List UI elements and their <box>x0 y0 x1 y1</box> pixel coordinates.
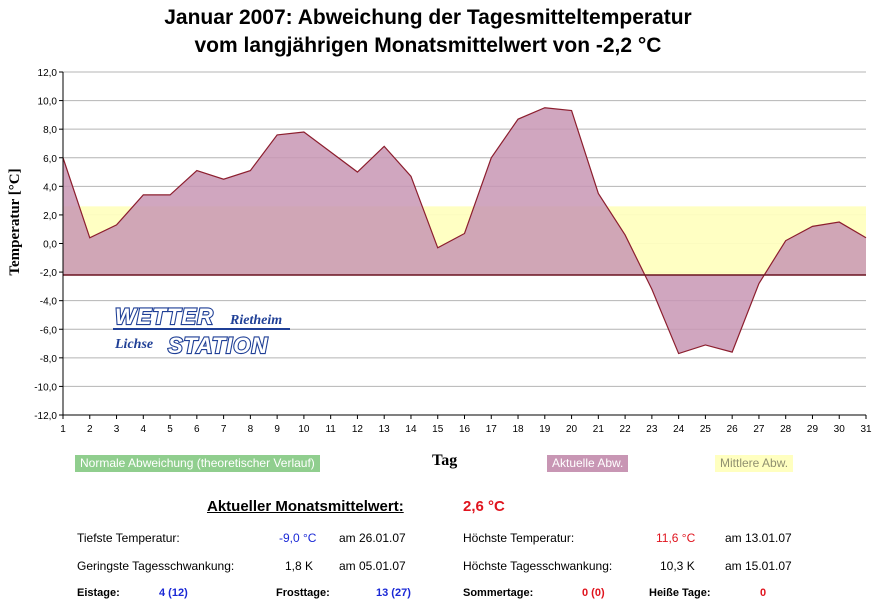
x-tick-label: 5 <box>167 424 173 435</box>
min-range-label: Geringste Tagesschwankung: <box>77 559 235 573</box>
deviation-chart: Januar 2007: Abweichung der Tagesmittelt… <box>7 6 872 435</box>
logo-station: STATION <box>168 333 268 358</box>
x-tick-label: 10 <box>298 424 310 435</box>
y-tick-label: 0,0 <box>43 240 57 251</box>
sommertage-label: Sommertage: <box>463 587 534 599</box>
x-tick-label: 21 <box>593 424 605 435</box>
x-tick-label: 25 <box>700 424 712 435</box>
x-tick-label: 4 <box>141 424 147 435</box>
max-range-value: 10,3 K <box>660 559 695 573</box>
x-tick-label: 3 <box>114 424 120 435</box>
y-tick-label: 4,0 <box>43 182 57 193</box>
x-tick-label: 31 <box>860 424 872 435</box>
x-tick-label: 7 <box>221 424 227 435</box>
y-tick-label: 10,0 <box>38 97 58 108</box>
x-tick-label: 16 <box>459 424 471 435</box>
y-tick-label: -8,0 <box>40 354 58 365</box>
y-tick-label: 6,0 <box>43 154 57 165</box>
legend-normal: Normale Abweichung (theoretischer Verlau… <box>75 455 320 472</box>
min-temp-date: am 26.01.07 <box>339 531 406 545</box>
x-tick-label: 15 <box>432 424 444 435</box>
x-tick-label: 6 <box>194 424 200 435</box>
chart-title-line1: Januar 2007: Abweichung der Tagesmittelt… <box>164 6 691 29</box>
frosttage-value: 13 (27) <box>376 587 411 599</box>
chart-title-line2: vom langjährigen Monatsmittelwert von -2… <box>195 34 662 57</box>
frosttage-label: Frosttage: <box>276 587 330 599</box>
logo-rietheim: Rietheim <box>229 313 282 328</box>
max-range-date: am 15.01.07 <box>725 559 792 573</box>
min-range-value: 1,8 K <box>285 559 314 573</box>
x-tick-label: 14 <box>405 424 417 435</box>
eistage-label: Eistage: <box>77 587 120 599</box>
y-axis-label: Temperatur [°C] <box>7 168 23 275</box>
x-tick-label: 28 <box>780 424 792 435</box>
x-tick-label: 22 <box>620 424 632 435</box>
x-tick-label: 29 <box>807 424 819 435</box>
actual-deviation-line <box>62 107 867 355</box>
x-tick-label: 9 <box>274 424 280 435</box>
y-tick-label: -2,0 <box>40 268 58 279</box>
heisse-tage-value: 0 <box>760 587 767 599</box>
monthly-mean-label: Aktueller Monatsmittelwert: <box>207 498 404 515</box>
legend-actual: Aktuelle Abw. <box>547 455 629 472</box>
legend-mean: Mittlere Abw. <box>715 455 794 472</box>
x-tick-label: 24 <box>673 424 685 435</box>
max-temp-label: Höchste Temperatur: <box>463 531 575 545</box>
x-tick-label: 18 <box>512 424 524 435</box>
x-tick-label: 23 <box>646 424 658 435</box>
x-tick-label: 13 <box>379 424 391 435</box>
eistage-value: 4 (12) <box>159 587 188 599</box>
x-tick-label: 11 <box>325 424 336 435</box>
logo-lichse: Lichse <box>114 337 153 352</box>
wetter-station-logo: WETTER Rietheim Lichse STATION <box>113 303 290 359</box>
logo-wetter: WETTER <box>115 304 214 329</box>
x-tick-label: 12 <box>352 424 364 435</box>
max-temp-value: 11,6 °C <box>656 531 696 545</box>
logo-divider <box>113 328 290 330</box>
min-range-date: am 05.01.07 <box>339 559 406 573</box>
y-tick-label: 2,0 <box>43 211 57 222</box>
x-tick-label: 19 <box>539 424 551 435</box>
actual-deviation-area <box>63 107 866 354</box>
x-tick-label: 8 <box>248 424 254 435</box>
x-tick-label: 30 <box>834 424 846 435</box>
x-tick-label: 17 <box>486 424 498 435</box>
monthly-mean-value: 2,6 °C <box>463 498 505 515</box>
min-temp-label: Tiefste Temperatur: <box>77 531 180 545</box>
y-tick-label: -10,0 <box>34 382 57 393</box>
y-tick-label: -12,0 <box>34 411 57 422</box>
max-range-label: Höchste Tagesschwankung: <box>463 559 613 573</box>
max-temp-date: am 13.01.07 <box>725 531 792 545</box>
x-tick-label: 2 <box>87 424 93 435</box>
y-tick-label: -6,0 <box>40 325 58 336</box>
x-tick-label: 27 <box>753 424 765 435</box>
sommertage-value: 0 (0) <box>582 587 605 599</box>
y-tick-label: -4,0 <box>40 297 58 308</box>
x-axis-label: Tag <box>432 452 458 469</box>
min-temp-value: -9,0 °C <box>279 531 317 545</box>
x-tick-label: 1 <box>60 424 66 435</box>
heisse-tage-label: Heiße Tage: <box>649 587 711 599</box>
x-tick-label: 20 <box>566 424 578 435</box>
x-tick-label: 26 <box>727 424 739 435</box>
y-tick-label: 8,0 <box>43 125 57 136</box>
y-tick-label: 12,0 <box>38 68 58 79</box>
